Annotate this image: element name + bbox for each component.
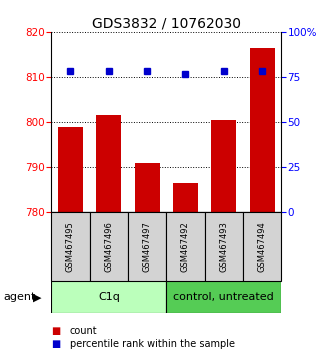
Bar bbox=[135, 163, 160, 212]
Text: count: count bbox=[70, 326, 97, 336]
Bar bbox=[128, 212, 166, 281]
Text: control, untreated: control, untreated bbox=[173, 292, 274, 302]
Text: GSM467492: GSM467492 bbox=[181, 222, 190, 272]
Text: GSM467497: GSM467497 bbox=[143, 222, 152, 272]
Bar bbox=[51, 281, 166, 313]
Bar bbox=[166, 281, 281, 313]
Bar bbox=[205, 212, 243, 281]
Title: GDS3832 / 10762030: GDS3832 / 10762030 bbox=[92, 17, 241, 31]
Bar bbox=[96, 115, 121, 212]
Text: agent: agent bbox=[3, 292, 36, 302]
Text: percentile rank within the sample: percentile rank within the sample bbox=[70, 339, 234, 349]
Text: GSM467493: GSM467493 bbox=[219, 222, 228, 272]
Text: ▶: ▶ bbox=[33, 292, 42, 302]
Bar bbox=[58, 127, 83, 212]
Bar bbox=[166, 212, 205, 281]
Bar bbox=[173, 183, 198, 212]
Text: ■: ■ bbox=[51, 339, 61, 349]
Text: ■: ■ bbox=[51, 326, 61, 336]
Text: GSM467495: GSM467495 bbox=[66, 222, 75, 272]
Bar bbox=[212, 120, 236, 212]
Bar bbox=[243, 212, 281, 281]
Bar bbox=[90, 212, 128, 281]
Bar bbox=[51, 212, 90, 281]
Bar bbox=[250, 48, 275, 212]
Text: GSM467496: GSM467496 bbox=[104, 222, 113, 272]
Text: GSM467494: GSM467494 bbox=[258, 222, 267, 272]
Text: C1q: C1q bbox=[98, 292, 120, 302]
